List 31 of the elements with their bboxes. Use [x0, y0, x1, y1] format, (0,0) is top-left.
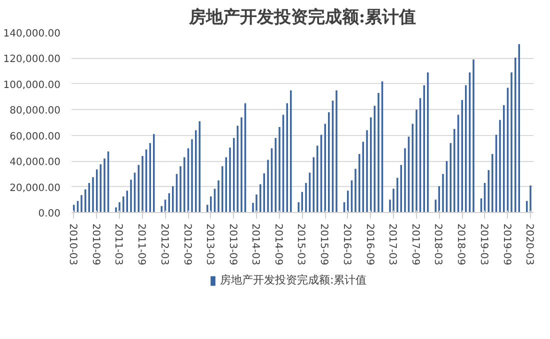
chart-title: 房地产开发投资完成额:累计值 — [188, 8, 416, 28]
x-tick-label: 2011-09 — [136, 224, 146, 266]
x-tick-label: 2017-03 — [386, 224, 398, 266]
x-tick-label: 2019-03 — [478, 224, 489, 266]
x-tick-label: 2016-03 — [340, 224, 352, 266]
y-tick-label: 60,000.00 — [10, 131, 61, 142]
x-tick-label: 2010-03 — [66, 224, 78, 266]
x-tick-label: 2019-09 — [500, 224, 512, 266]
y-tick-label: 140,000.00 — [3, 28, 61, 40]
x-tick-label: 2018-03 — [432, 224, 444, 266]
x-tick-label: 2018-09 — [455, 224, 466, 266]
y-tick-label: 100,000.00 — [3, 80, 61, 91]
y-tick-label: 40,000.00 — [10, 157, 61, 168]
y-tick-label: 0.00 — [38, 208, 60, 220]
x-tick-label: 2013-09 — [226, 224, 238, 266]
x-tick-label: 2014-03 — [250, 224, 260, 266]
x-tick-label: 2015-03 — [295, 224, 306, 266]
x-tick-label: 2015-09 — [318, 224, 330, 266]
y-tick-label: 20,000.00 — [10, 182, 61, 194]
x-tick-label: 2014-09 — [272, 224, 284, 266]
x-tick-label: 2012-03 — [158, 224, 170, 266]
x-tick-label: 2020-03 — [524, 224, 534, 266]
x-tick-label: 2012-09 — [181, 224, 192, 266]
x-tick-label: 2016-09 — [364, 224, 375, 266]
x-tick-label: 2013-03 — [204, 224, 215, 266]
x-tick-label: 2010-09 — [90, 224, 101, 266]
y-tick-label: 120,000.00 — [3, 54, 61, 66]
x-tick-label: 2011-03 — [112, 224, 124, 266]
x-tick-label: 2017-09 — [410, 224, 420, 266]
y-tick-label: 80,000.00 — [10, 106, 61, 117]
legend-label: 房地产开发投资完成额:累计值 — [220, 272, 368, 288]
